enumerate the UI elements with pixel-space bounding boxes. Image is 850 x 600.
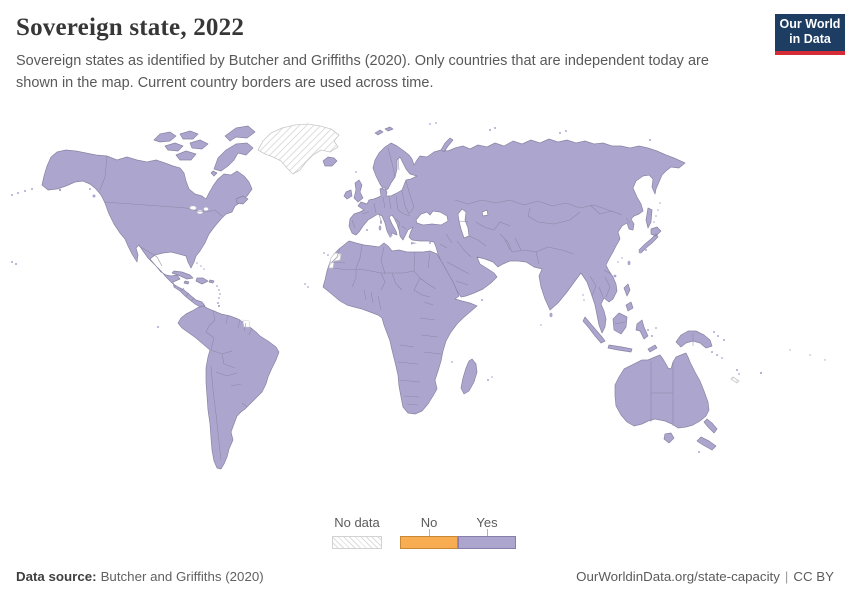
legend-label-no: No xyxy=(420,515,438,530)
chart-subtitle: Sovereign states as identified by Butche… xyxy=(16,53,709,91)
canadian-arctic-islands[interactable] xyxy=(153,125,256,177)
madagascar[interactable] xyxy=(460,358,478,395)
caribbean-islands[interactable] xyxy=(171,270,215,285)
data-source-note: Data source: Butcher and Griffiths (2020) xyxy=(16,569,264,584)
newfoundland[interactable] xyxy=(235,195,249,205)
small-island-specks[interactable] xyxy=(11,122,826,453)
page-title: Sovereign state, 2022 xyxy=(16,14,245,41)
greenland-no-data[interactable] xyxy=(257,123,340,175)
owid-url-link[interactable]: OurWorldinData.org/state-capacity xyxy=(576,569,780,584)
legend-swatch-no[interactable] xyxy=(400,536,458,549)
countries-no-data-layer[interactable] xyxy=(257,123,740,384)
owid-logo-line2: in Data xyxy=(789,32,831,46)
owid-logo[interactable]: Our World in Data xyxy=(775,14,845,55)
sakhalin[interactable] xyxy=(645,207,653,229)
owid-logo-line1: Our World xyxy=(779,17,841,31)
japan[interactable] xyxy=(638,226,662,254)
footer-separator: | xyxy=(784,569,789,584)
legend-swatch-yes[interactable] xyxy=(458,536,516,549)
legend-tick-no xyxy=(429,529,430,536)
tasmania[interactable] xyxy=(663,432,675,444)
eurasia[interactable] xyxy=(348,138,686,334)
new-zealand[interactable] xyxy=(696,418,718,451)
south-america[interactable] xyxy=(177,305,280,470)
new-guinea[interactable] xyxy=(675,330,713,349)
data-source-label: Data source: xyxy=(16,569,97,584)
footer-license: OurWorldinData.org/state-capacity | CC BY xyxy=(576,569,834,584)
legend-swatch-no-data[interactable] xyxy=(332,536,382,549)
license-label: CC BY xyxy=(793,569,834,584)
french-guiana-blank xyxy=(242,319,251,328)
legend-label-no-data: No data xyxy=(334,515,380,530)
iceland[interactable] xyxy=(322,156,338,167)
svalbard[interactable] xyxy=(374,126,394,136)
countries-yes-layer[interactable] xyxy=(11,122,826,470)
africa[interactable] xyxy=(322,240,478,415)
indonesia-philippines[interactable] xyxy=(582,283,658,353)
country-borders xyxy=(99,147,694,461)
legend-tick-yes xyxy=(487,529,488,536)
new-caledonia-no-data[interactable] xyxy=(730,376,740,384)
australia[interactable] xyxy=(614,352,710,429)
north-america[interactable] xyxy=(41,149,253,308)
legend-label-yes: Yes xyxy=(476,515,498,530)
western-sahara-no-data[interactable] xyxy=(328,252,342,269)
britain-ireland[interactable] xyxy=(343,179,364,203)
novaya-zemlya[interactable] xyxy=(440,137,454,153)
data-source-value: Butcher and Griffiths (2020) xyxy=(100,569,264,584)
world-map[interactable] xyxy=(7,111,843,509)
